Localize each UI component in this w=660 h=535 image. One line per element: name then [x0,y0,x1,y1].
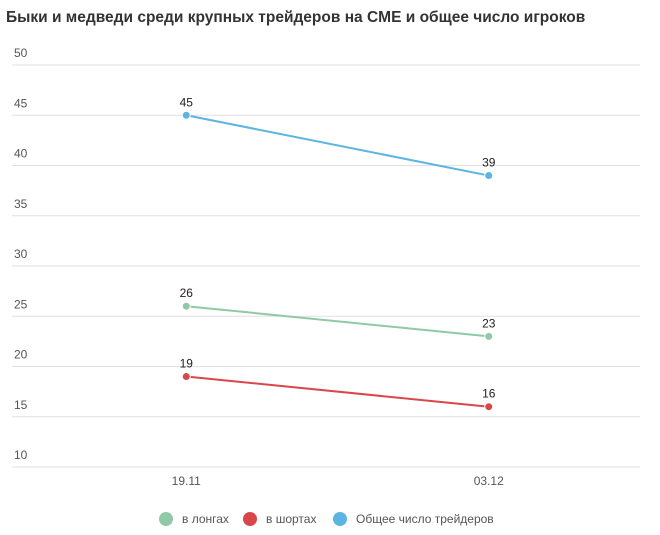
y-tick-label: 10 [14,448,28,462]
legend-marker [243,512,257,526]
y-tick-label: 30 [14,247,28,261]
data-label: 26 [180,286,194,300]
y-tick-label: 50 [14,46,28,60]
point [181,301,191,311]
y-tick-label: 40 [14,147,28,161]
point [484,331,494,341]
y-tick-label: 20 [14,348,28,362]
data-label: 45 [180,95,194,109]
legend-marker [333,512,347,526]
legend-label: в шортах [266,512,316,526]
y-tick-label: 45 [14,96,28,110]
point [484,402,494,412]
x-tick-label: 03.12 [474,474,504,488]
y-tick-label: 15 [14,398,28,412]
data-label: 23 [482,316,496,330]
x-tick-label: 19.11 [172,474,201,488]
data-label: 39 [482,156,496,170]
y-tick-label: 25 [14,297,28,311]
point [484,171,494,181]
point [181,110,191,120]
y-tick-label: 35 [14,197,28,211]
series-line [186,375,489,408]
legend-label: Общее число трейдеров [356,512,494,526]
point [181,372,191,382]
series-line [186,305,489,338]
legend-label: в лонгах [182,512,229,526]
data-label: 16 [482,387,496,401]
data-label: 19 [180,357,194,371]
chart-title: Быки и медведи среди крупных трейдеров н… [6,9,585,26]
legend-marker [159,512,173,526]
series-line [186,114,489,177]
